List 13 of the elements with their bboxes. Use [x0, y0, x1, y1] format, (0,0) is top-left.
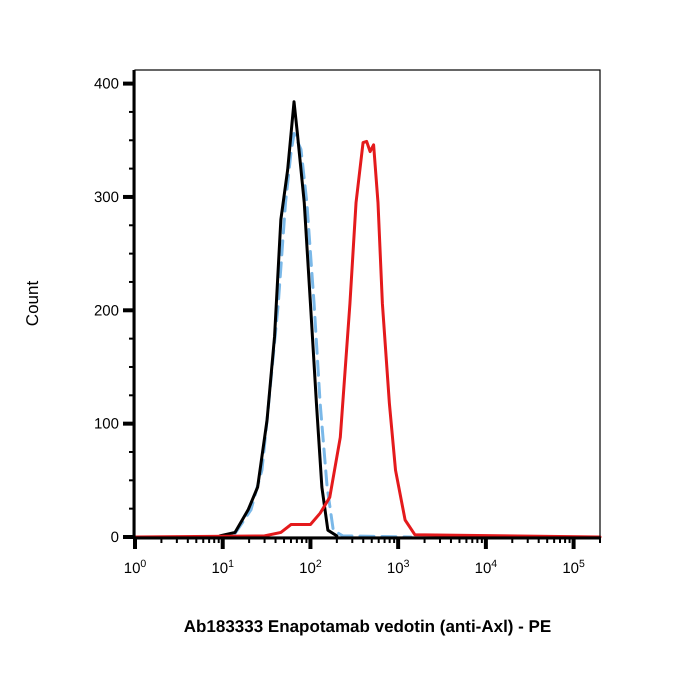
x-tick-label: 10$^{3}$ — [386, 558, 410, 577]
y-tick-label: 0 — [110, 529, 119, 546]
x-tick-label: 10$^{0}$ — [124, 558, 146, 577]
y-tick-label: 300 — [94, 188, 119, 206]
x-tick-label: 10$^{1}$ — [211, 558, 234, 577]
y-tick-label: 100 — [94, 416, 119, 433]
x-tick-label: 10$^{4}$ — [474, 558, 498, 577]
x-tick-label: 10$^{2}$ — [299, 558, 322, 577]
x-tick-label: 10$^{5}$ — [562, 558, 586, 577]
y-tick-label: 200 — [94, 302, 119, 320]
x-axis-title: Ab183333 Enapotamab vedotin (anti-Axl) - PE — [184, 617, 552, 636]
y-tick-label: 400 — [94, 76, 119, 93]
y-axis-title: Count — [23, 280, 42, 326]
